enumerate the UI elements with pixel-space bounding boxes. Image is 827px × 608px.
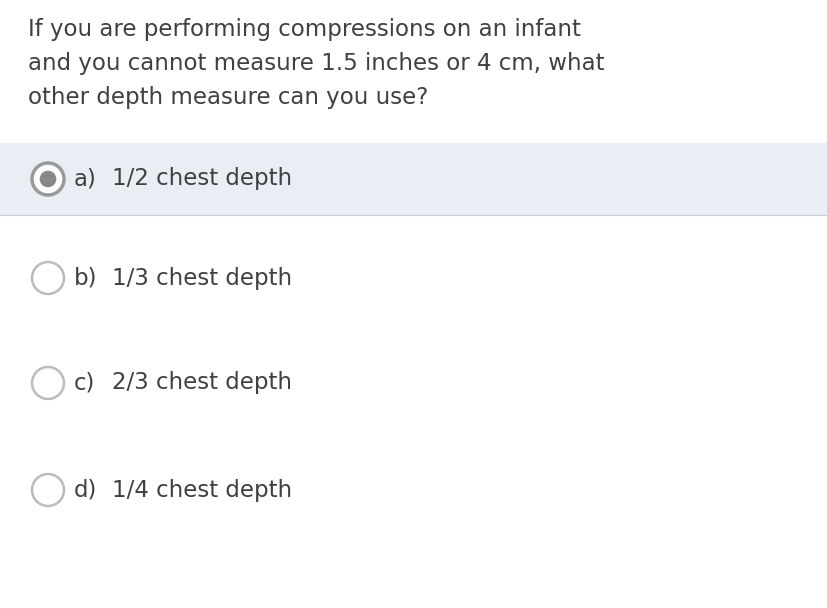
Text: a): a) [74, 167, 97, 190]
Circle shape [40, 171, 56, 187]
Circle shape [32, 474, 64, 506]
Text: c): c) [74, 371, 95, 395]
Text: other depth measure can you use?: other depth measure can you use? [28, 86, 428, 109]
Text: 2/3 chest depth: 2/3 chest depth [112, 371, 292, 395]
Text: and you cannot measure 1.5 inches or 4 cm, what: and you cannot measure 1.5 inches or 4 c… [28, 52, 604, 75]
Circle shape [32, 163, 64, 195]
Text: b): b) [74, 266, 98, 289]
Text: d): d) [74, 478, 98, 502]
Circle shape [32, 367, 64, 399]
Circle shape [32, 262, 64, 294]
Text: 1/3 chest depth: 1/3 chest depth [112, 266, 292, 289]
Text: 1/4 chest depth: 1/4 chest depth [112, 478, 292, 502]
Text: If you are performing compressions on an infant: If you are performing compressions on an… [28, 18, 581, 41]
Text: 1/2 chest depth: 1/2 chest depth [112, 167, 292, 190]
FancyBboxPatch shape [0, 143, 827, 215]
